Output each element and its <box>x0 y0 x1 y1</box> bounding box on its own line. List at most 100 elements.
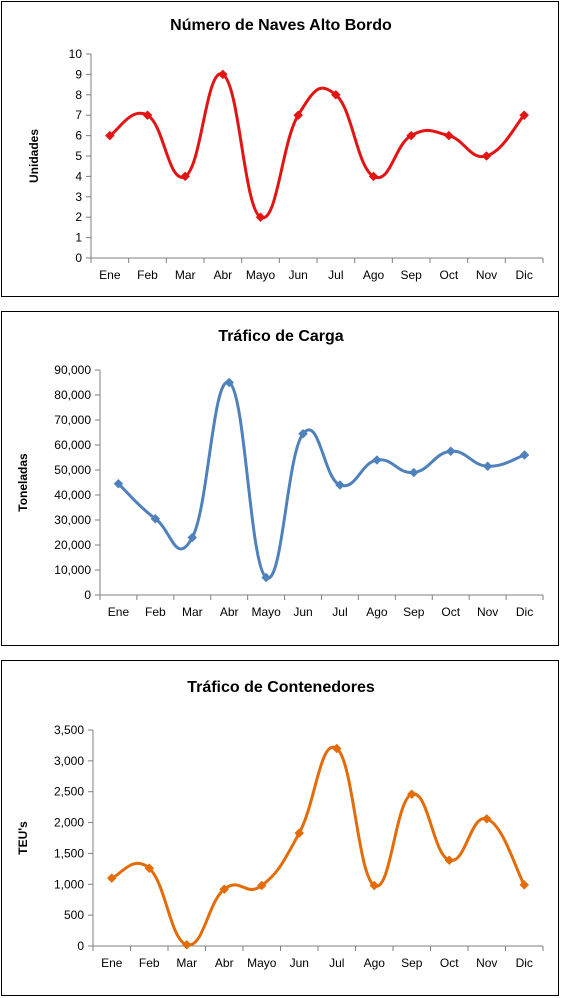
x-tick-label: Nov <box>477 605 498 619</box>
y-tick-label: 0 <box>75 251 82 265</box>
x-tick-label: Ene <box>108 605 130 619</box>
x-tick-label: Mar <box>182 605 203 619</box>
data-point-marker <box>481 151 492 161</box>
y-tick-label: 1,500 <box>54 846 84 860</box>
data-point-marker <box>406 789 417 800</box>
y-tick-label: 3,000 <box>54 754 84 768</box>
y-tick-label: 500 <box>64 908 84 922</box>
y-tick-label: 20,000 <box>54 538 91 552</box>
data-point-marker <box>481 814 492 824</box>
data-point-marker <box>369 880 380 891</box>
y-tick-label: 10 <box>69 47 83 61</box>
data-point-marker <box>224 377 235 388</box>
data-point-marker <box>144 863 155 874</box>
x-tick-label: Mar <box>175 268 196 282</box>
y-tick-label: 8 <box>75 88 82 102</box>
x-tick-label: Oct <box>441 605 460 619</box>
series-line <box>116 380 527 580</box>
x-tick-label: Jun <box>288 268 307 282</box>
data-point-marker <box>255 212 266 223</box>
x-tick-label: Nov <box>476 956 497 970</box>
x-tick-label: Jul <box>332 605 347 619</box>
data-point-marker <box>142 110 153 121</box>
data-point-marker <box>368 171 379 182</box>
y-tick-label: 90,000 <box>54 363 91 377</box>
y-tick-label: 3,500 <box>54 723 84 737</box>
data-point-marker <box>261 572 271 583</box>
x-tick-label: Oct <box>440 956 459 970</box>
data-point-marker <box>335 480 345 490</box>
y-tick-label: 4 <box>75 169 82 183</box>
data-point-marker <box>482 461 493 472</box>
x-tick-label: Ago <box>366 605 388 619</box>
data-point-marker <box>181 939 192 950</box>
data-point-marker <box>298 428 308 439</box>
chart-title: Número de Naves Alto Bordo <box>170 17 392 34</box>
y-tick-label: 1,000 <box>54 877 84 891</box>
x-tick-label: Abr <box>213 268 232 282</box>
chart-svg-carga: Tráfico de Carga Toneladas 0 10,000 20,000 30… <box>16 328 544 619</box>
y-tick-label: 70,000 <box>54 413 91 427</box>
chart-svg-naves: Número de Naves Alto Bordo Unidades 0 1 2 3 4 5… <box>27 17 544 282</box>
x-tick-label: Feb <box>139 956 160 970</box>
x-tick-label: Abr <box>215 956 234 970</box>
series-line <box>110 745 526 947</box>
x-tick-label: Mayo <box>247 956 277 970</box>
x-tick-label: Jun <box>293 605 312 619</box>
data-point-marker <box>445 446 456 457</box>
x-tick-label: Dic <box>515 268 532 282</box>
data-point-marker <box>444 855 455 866</box>
data-point-marker <box>519 880 530 890</box>
x-tick-label: Dic <box>516 956 533 970</box>
y-tick-label: 2,500 <box>54 785 84 799</box>
x-tick-label: Feb <box>137 268 158 282</box>
x-tick-label: Abr <box>220 605 239 619</box>
data-point-marker <box>256 880 267 891</box>
data-point-marker <box>331 743 342 754</box>
x-tick-label: Ago <box>364 956 386 970</box>
x-tick-label: Sep <box>400 268 422 282</box>
series-line <box>108 72 526 220</box>
data-point-marker <box>406 130 417 141</box>
data-point-marker <box>150 513 161 524</box>
y-tick-label: 10,000 <box>54 563 91 577</box>
y-tick-label: 7 <box>75 108 82 122</box>
data-point-marker <box>217 69 228 80</box>
y-axis-label: Unidades <box>27 129 41 183</box>
x-tick-label: Mayo <box>251 605 281 619</box>
chart-title: Tráfico de Contenedores <box>187 679 375 696</box>
data-point-marker <box>293 110 304 121</box>
data-point-marker <box>113 478 124 489</box>
data-point-marker <box>187 532 198 543</box>
data-point-marker <box>219 884 230 895</box>
chart-panel-carga: Tráfico de Carga Toneladas 0 10,000 20,000 30… <box>1 311 559 646</box>
y-tick-label: 1 <box>75 231 82 245</box>
x-tick-label: Mayo <box>246 268 276 282</box>
x-tick-label: Ago <box>363 268 385 282</box>
x-tick-label: Oct <box>439 268 458 282</box>
data-point-marker <box>106 873 117 883</box>
x-tick-label: Ene <box>99 268 121 282</box>
x-tick-label: Sep <box>403 605 425 619</box>
y-tick-label: 2,000 <box>54 816 84 830</box>
x-tick-label: Dic <box>516 605 533 619</box>
y-tick-label: 0 <box>84 588 91 602</box>
x-tick-label: Jul <box>329 956 344 970</box>
data-point-marker <box>180 171 191 182</box>
y-tick-label: 6 <box>75 129 82 143</box>
chart-panel-contenedores: Tráfico de Contenedores TEU's 0 500 1,000 1,5… <box>1 660 559 996</box>
y-tick-label: 9 <box>75 67 82 81</box>
chart-svg-contenedores: Tráfico de Contenedores TEU's 0 500 1,000 1,5… <box>16 679 544 970</box>
y-tick-label: 3 <box>75 190 82 204</box>
x-tick-label: Ene <box>101 956 123 970</box>
x-tick-label: Sep <box>401 956 423 970</box>
data-point-marker <box>519 450 530 460</box>
y-tick-label: 30,000 <box>54 513 91 527</box>
data-point-marker <box>294 828 305 838</box>
x-tick-label: Mar <box>176 956 197 970</box>
y-tick-label: 5 <box>75 149 82 163</box>
y-axis-label: Toneladas <box>16 453 30 512</box>
x-tick-label: Feb <box>145 605 166 619</box>
x-tick-label: Jun <box>290 956 309 970</box>
y-tick-label: 2 <box>75 210 82 224</box>
